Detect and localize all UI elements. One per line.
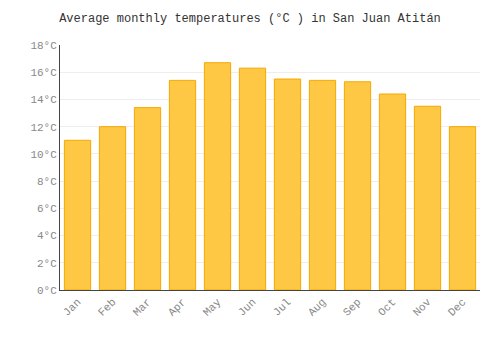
svg-text:Dec: Dec	[446, 296, 468, 318]
svg-text:Apr: Apr	[166, 296, 188, 318]
svg-text:Jan: Jan	[61, 296, 83, 318]
svg-text:18°C: 18°C	[30, 40, 57, 52]
svg-text:Aug: Aug	[306, 296, 328, 318]
svg-text:Average monthly temperatures (: Average monthly temperatures (°C ) in Sa…	[59, 12, 441, 26]
svg-text:2°C: 2°C	[37, 258, 57, 270]
svg-text:6°C: 6°C	[37, 203, 57, 215]
svg-text:May: May	[201, 296, 224, 319]
svg-text:Jun: Jun	[236, 296, 258, 318]
svg-text:16°C: 16°C	[30, 67, 57, 79]
svg-text:Mar: Mar	[131, 296, 153, 318]
svg-text:14°C: 14°C	[30, 94, 57, 106]
svg-text:Jul: Jul	[271, 296, 293, 318]
svg-text:Sep: Sep	[341, 296, 363, 318]
svg-text:Feb: Feb	[96, 296, 118, 318]
svg-text:8°C: 8°C	[37, 176, 57, 188]
svg-text:4°C: 4°C	[37, 230, 57, 242]
svg-text:Oct: Oct	[376, 296, 398, 318]
svg-text:12°C: 12°C	[30, 122, 57, 134]
svg-text:10°C: 10°C	[30, 149, 57, 161]
svg-text:Nov: Nov	[411, 296, 434, 319]
svg-text:0°C: 0°C	[37, 285, 57, 297]
